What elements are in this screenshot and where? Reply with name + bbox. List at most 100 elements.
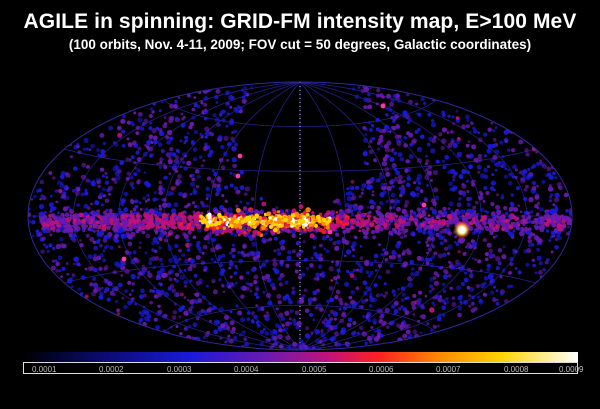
intensity-point xyxy=(206,330,211,335)
plane-point xyxy=(429,224,434,229)
plane-point xyxy=(134,205,138,209)
core-point xyxy=(207,212,212,217)
intensity-point xyxy=(455,116,460,120)
intensity-point xyxy=(386,130,390,133)
intensity-point xyxy=(482,238,487,242)
intensity-point xyxy=(213,172,217,177)
plane-point xyxy=(218,228,224,234)
intensity-point xyxy=(255,287,260,292)
intensity-point xyxy=(526,248,532,254)
intensity-point xyxy=(483,276,489,281)
plane-point xyxy=(68,233,73,238)
intensity-point xyxy=(55,261,60,267)
intensity-point xyxy=(130,184,134,188)
intensity-point xyxy=(375,102,379,106)
intensity-point xyxy=(116,308,120,313)
intensity-point xyxy=(180,122,186,128)
intensity-point xyxy=(371,190,375,193)
intensity-point xyxy=(172,310,177,315)
intensity-point xyxy=(336,239,341,245)
intensity-point xyxy=(193,273,198,278)
intensity-point xyxy=(374,259,377,263)
intensity-point xyxy=(143,118,149,124)
plane-point xyxy=(379,226,384,232)
intensity-point xyxy=(370,177,375,182)
intensity-point xyxy=(425,168,429,172)
intensity-point xyxy=(183,269,187,272)
core-point xyxy=(315,219,319,223)
intensity-point xyxy=(407,174,411,178)
plane-point xyxy=(157,211,163,217)
intensity-point xyxy=(465,124,470,129)
intensity-point xyxy=(392,120,396,123)
core-point xyxy=(296,214,300,218)
intensity-point xyxy=(419,315,423,318)
intensity-point xyxy=(138,201,142,205)
intensity-point xyxy=(389,180,394,185)
intensity-point xyxy=(172,264,176,269)
intensity-point xyxy=(102,249,106,253)
intensity-point xyxy=(67,278,73,284)
intensity-point xyxy=(367,335,373,341)
plane-point xyxy=(361,213,366,218)
intensity-point xyxy=(550,193,553,197)
intensity-point xyxy=(429,329,433,333)
intensity-point xyxy=(175,148,180,153)
intensity-point xyxy=(241,95,246,99)
plane-point xyxy=(424,224,429,230)
intensity-point xyxy=(416,112,419,116)
plane-point xyxy=(476,220,481,224)
intensity-point xyxy=(226,159,230,162)
plane-point xyxy=(195,211,201,217)
intensity-point xyxy=(277,334,283,340)
intensity-point xyxy=(70,285,74,288)
intensity-point xyxy=(466,189,470,194)
intensity-point xyxy=(159,161,163,165)
intensity-point xyxy=(321,235,327,241)
plane-point xyxy=(427,228,433,234)
intensity-point xyxy=(429,262,435,268)
intensity-point xyxy=(510,148,516,153)
intensity-point xyxy=(400,235,404,239)
plane-point xyxy=(154,229,159,234)
intensity-point xyxy=(218,157,224,163)
intensity-point xyxy=(460,282,465,286)
intensity-point xyxy=(205,193,211,198)
intensity-point xyxy=(346,322,352,328)
core-point xyxy=(274,220,277,224)
intensity-point xyxy=(432,324,437,329)
intensity-point xyxy=(378,128,384,134)
intensity-point xyxy=(393,309,399,314)
intensity-point xyxy=(391,111,395,115)
intensity-point xyxy=(334,245,340,251)
intensity-point xyxy=(425,159,429,163)
intensity-point xyxy=(474,200,479,205)
plane-point xyxy=(125,214,128,218)
core-point xyxy=(205,224,210,228)
core-point xyxy=(269,225,273,229)
intensity-point xyxy=(211,279,216,284)
intensity-point xyxy=(431,244,435,249)
intensity-point xyxy=(408,154,414,159)
intensity-point xyxy=(405,182,411,188)
intensity-point xyxy=(60,170,66,177)
intensity-point xyxy=(192,189,198,195)
intensity-point xyxy=(428,289,433,294)
intensity-point xyxy=(78,150,82,155)
plane-point xyxy=(422,230,427,235)
intensity-point xyxy=(507,284,511,289)
intensity-point xyxy=(72,262,76,266)
intensity-point xyxy=(173,185,177,189)
intensity-point xyxy=(369,199,374,205)
intensity-point xyxy=(507,168,511,172)
intensity-point xyxy=(153,317,158,322)
plane-point xyxy=(104,220,108,224)
intensity-point xyxy=(382,294,387,298)
intensity-point xyxy=(101,174,105,178)
intensity-point xyxy=(398,307,402,311)
intensity-point xyxy=(175,272,179,277)
plane-point xyxy=(361,228,366,233)
intensity-point xyxy=(219,110,224,115)
intensity-point xyxy=(200,260,204,264)
intensity-point xyxy=(504,167,508,170)
